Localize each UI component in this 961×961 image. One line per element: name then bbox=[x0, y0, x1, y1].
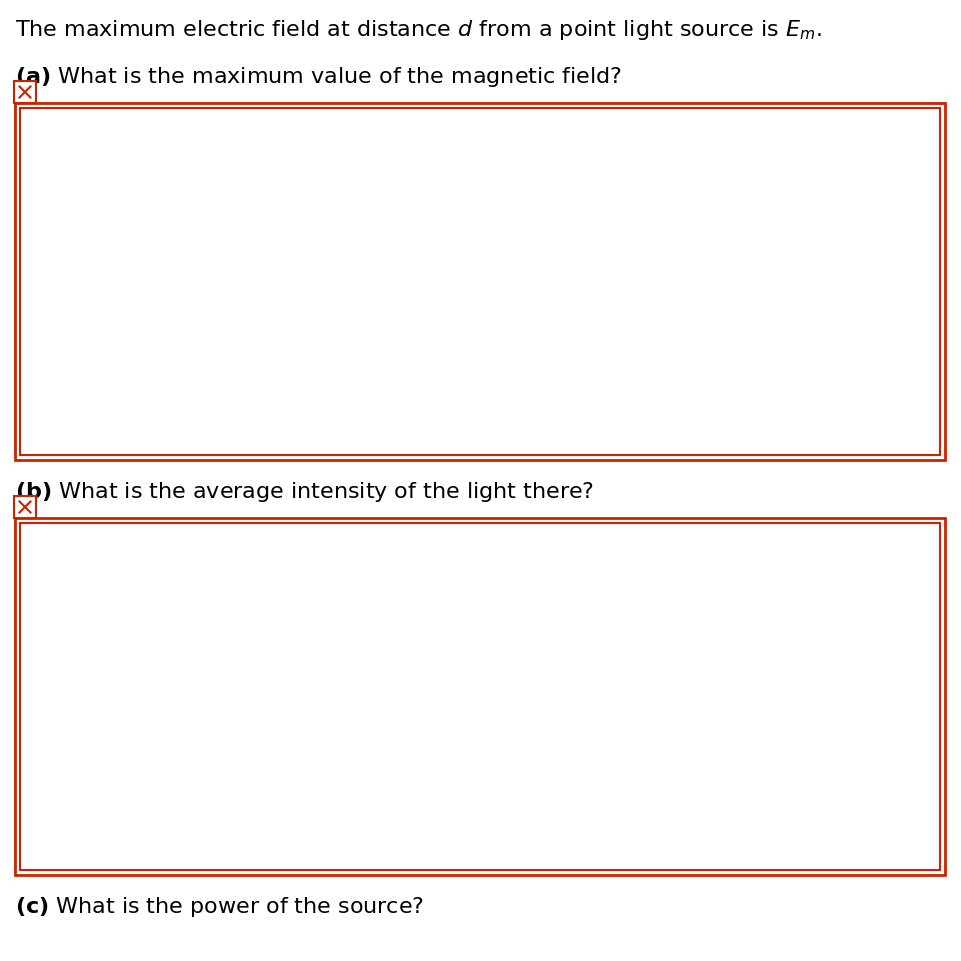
Bar bbox=[14, 81, 36, 103]
Text: $\mathbf{(b)}$ What is the average intensity of the light there?: $\mathbf{(b)}$ What is the average inten… bbox=[15, 480, 594, 504]
Bar bbox=[14, 496, 36, 518]
Text: $\mathbf{(a)}$ What is the maximum value of the magnetic field?: $\mathbf{(a)}$ What is the maximum value… bbox=[15, 65, 622, 89]
Text: The maximum electric field at distance $d$ from a point light source is $E_m$.: The maximum electric field at distance $… bbox=[15, 18, 821, 42]
Bar bbox=[15, 518, 944, 875]
Bar bbox=[15, 103, 944, 460]
Bar bbox=[20, 523, 939, 870]
Text: $\mathbf{(c)}$ What is the power of the source?: $\mathbf{(c)}$ What is the power of the … bbox=[15, 895, 424, 919]
Bar bbox=[20, 108, 939, 455]
